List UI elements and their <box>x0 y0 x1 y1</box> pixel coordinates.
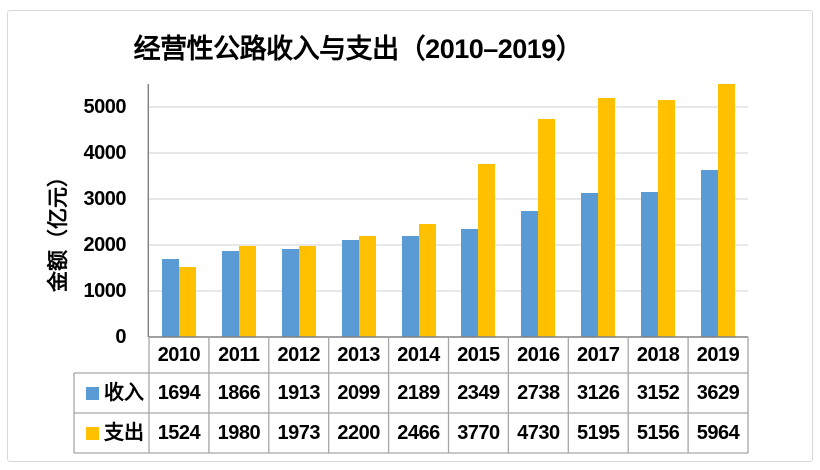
year-label-2011: 2011 <box>218 344 260 366</box>
series-name-income: 收入 <box>104 382 144 404</box>
income-value-2016: 2738 <box>517 382 560 404</box>
bar-expense-2015 <box>478 163 496 337</box>
bar-expense-2010 <box>178 266 196 337</box>
bar-income-2012 <box>281 249 299 337</box>
bar-income-2010 <box>161 259 179 337</box>
expense-value-2015: 3770 <box>457 422 500 444</box>
income-value-2014: 2189 <box>397 382 440 404</box>
expense-value-2014: 2466 <box>397 422 440 444</box>
y-axis-tick-label-2000: 2000 <box>83 234 127 256</box>
expense-value-2013: 2200 <box>337 422 380 444</box>
legend-key-income-icon <box>86 386 99 400</box>
bar-expense-2013 <box>358 235 376 337</box>
income-value-2015: 2349 <box>457 382 500 404</box>
expense-value-2012: 1973 <box>277 422 320 444</box>
bar-income-2018 <box>641 192 659 337</box>
bar-income-2019 <box>701 170 719 337</box>
chart-title: 经营性公路收入与支出（2010–2019） <box>133 34 583 64</box>
y-axis-tick-label-3000: 3000 <box>83 188 127 210</box>
income-value-2012: 1913 <box>277 382 320 404</box>
bar-expense-2012 <box>298 246 316 337</box>
expense-value-2019: 5964 <box>696 422 740 444</box>
y-axis-title: 金额（亿元） <box>47 166 70 292</box>
expense-value-2018: 5156 <box>636 422 680 444</box>
year-label-2014: 2014 <box>397 344 440 366</box>
series-name-expense: 支出 <box>104 422 144 444</box>
bar-expense-2018 <box>658 99 676 337</box>
year-label-2010: 2010 <box>157 344 201 366</box>
bar-income-2011 <box>221 251 239 337</box>
y-axis-tick-label-0: 0 <box>115 326 126 348</box>
legend-key-expense-icon <box>86 426 99 440</box>
year-label-2015: 2015 <box>457 344 500 366</box>
income-value-2017: 3126 <box>576 382 620 404</box>
year-label-2016: 2016 <box>517 344 560 366</box>
income-value-2010: 1694 <box>157 382 201 404</box>
bar-income-2015 <box>461 228 479 337</box>
year-label-2018: 2018 <box>636 344 680 366</box>
legend-item-expense: 支出 <box>74 413 149 453</box>
income-value-2019: 3629 <box>696 382 740 404</box>
bar-expense-2011 <box>238 245 256 337</box>
income-value-2013: 2099 <box>337 382 380 404</box>
year-label-2012: 2012 <box>277 344 320 366</box>
year-label-2013: 2013 <box>337 344 380 366</box>
bar-income-2017 <box>581 193 599 337</box>
legend-item-income: 收入 <box>74 373 149 413</box>
bar-expense-2016 <box>538 119 556 337</box>
bar-expense-2019 <box>718 84 736 337</box>
year-label-2017: 2017 <box>576 344 620 366</box>
expense-value-2011: 1980 <box>217 422 261 444</box>
chart-frame <box>7 10 813 462</box>
bar-expense-2017 <box>598 98 616 337</box>
bar-expense-2014 <box>418 223 436 337</box>
y-axis-tick-label-1000: 1000 <box>83 280 127 302</box>
expense-value-2016: 4730 <box>517 422 560 444</box>
bar-income-2014 <box>401 236 419 337</box>
bar-income-2013 <box>341 240 359 337</box>
expense-value-2010: 1524 <box>157 422 201 444</box>
income-value-2018: 3152 <box>636 382 680 404</box>
y-axis-tick-label-5000: 5000 <box>83 96 127 118</box>
bar-income-2016 <box>521 211 539 337</box>
income-value-2011: 1866 <box>217 382 261 404</box>
expense-value-2017: 5195 <box>576 422 620 444</box>
y-axis-tick-label-4000: 4000 <box>83 142 127 164</box>
year-label-2019: 2019 <box>696 344 740 366</box>
